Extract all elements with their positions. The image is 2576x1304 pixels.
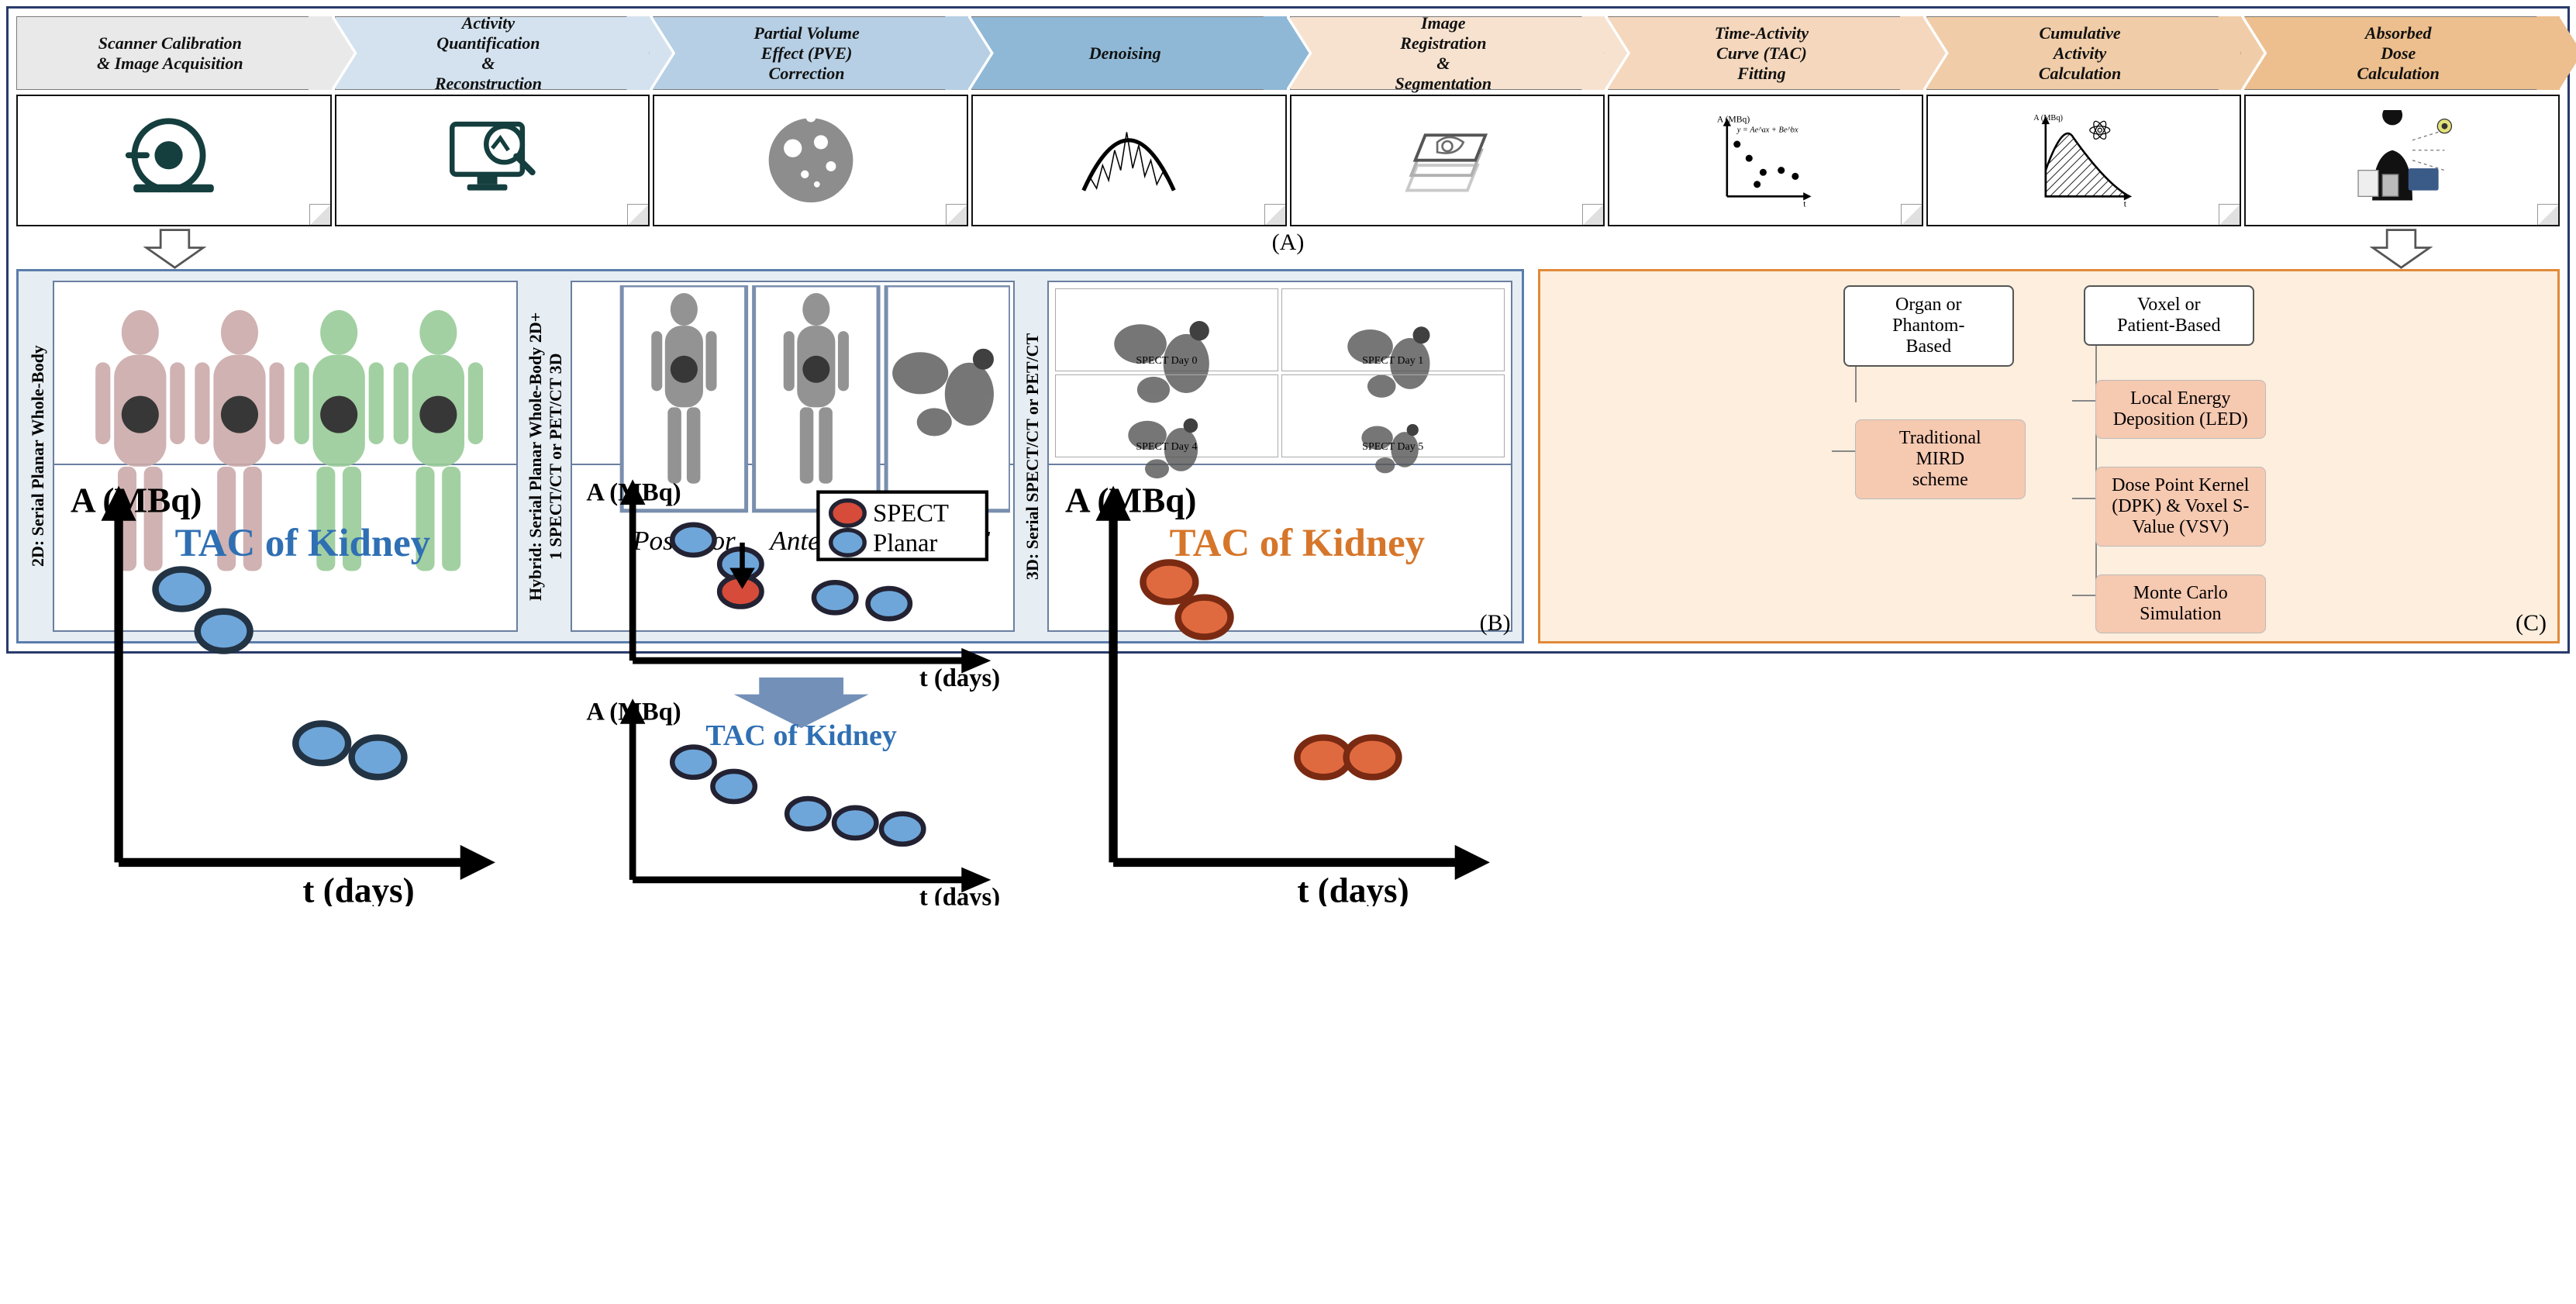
svg-text:y = Ae^ax + Be^bx: y = Ae^ax + Be^bx	[1736, 126, 1798, 135]
panelB-subpanel-1: Posterior Anterior SPECT SPEC	[571, 281, 1016, 632]
svg-text:t: t	[2124, 199, 2127, 209]
panelB-col-label-0: 2D: Serial Planar Whole-Body	[28, 281, 48, 632]
chevron-step-8: Absorbed Dose Calculation	[2244, 16, 2560, 90]
icon-scanner	[16, 95, 332, 226]
spect-cell-3: SPECT Day 5	[1281, 374, 1505, 457]
svg-text:Planar: Planar	[873, 530, 937, 557]
workflow-icon-row: A (MBq) t y = Ae^ax + Be^bx A (MBq) t	[16, 95, 2560, 226]
panelB-col-label-2: 3D: Serial SPECT/CT or PET/CT	[1022, 281, 1043, 632]
svg-text:SPECT: SPECT	[873, 500, 949, 528]
node-organ-based: Organ or Phantom- Based	[1843, 285, 2014, 367]
svg-text:t (days): t (days)	[302, 871, 414, 906]
node-left-child-0: Traditional MIRD scheme	[1855, 419, 2026, 499]
chevron-step-3: Partial Volume Effect (PVE) Correction	[653, 16, 968, 90]
arrow-to-B	[16, 226, 333, 269]
svg-text:TAC of Kidney: TAC of Kidney	[705, 719, 897, 752]
chevron-step-7: Cumulative Activity Calculation	[1926, 16, 2242, 90]
label-B: (B)	[1480, 610, 1511, 636]
svg-text:t (days): t (days)	[919, 664, 999, 692]
spect-cell-2: SPECT Day 4	[1055, 374, 1278, 457]
icon-pve	[653, 95, 968, 226]
svg-text:TAC of Kidney: TAC of Kidney	[175, 521, 430, 564]
workflow-chevron-row: Scanner Calibration & Image AcquisitionA…	[16, 16, 2560, 90]
svg-text:A (MBq): A (MBq)	[1065, 481, 1196, 520]
figure-frame: Scanner Calibration & Image AcquisitionA…	[6, 6, 2570, 654]
chevron-step-2: Activity Quantification & Reconstruction	[335, 16, 650, 90]
chevron-step-6: Time-Activity Curve (TAC) Fitting	[1608, 16, 1923, 90]
tree-left: Organ or Phantom- Based Traditional MIRD…	[1832, 285, 2026, 633]
arrow-to-C	[2243, 226, 2560, 269]
svg-text:t (days): t (days)	[919, 884, 999, 906]
panel-B: 2D: Serial Planar Whole-Body A (MBq)	[16, 269, 1524, 643]
spect-cell-1: SPECT Day 1	[1281, 288, 1505, 371]
icon-quantification	[335, 95, 650, 226]
chevron-step-4: Denoising	[971, 16, 1287, 90]
svg-text:t: t	[1804, 199, 1807, 209]
svg-text:A (MBq): A (MBq)	[71, 481, 202, 520]
icon-absorbed-dose	[2244, 95, 2560, 226]
spect-cell-0: SPECT Day 0	[1055, 288, 1278, 371]
panel-C: Organ or Phantom- Based Traditional MIRD…	[1538, 269, 2560, 643]
svg-text:TAC of Kidney: TAC of Kidney	[1170, 521, 1425, 564]
svg-text:A (MBq): A (MBq)	[1717, 115, 1750, 125]
svg-text:A (MBq): A (MBq)	[586, 698, 681, 726]
panelB-subpanel-2: SPECT Day 0 SPECT Day 1 SPECT Day 4 SPEC…	[1047, 281, 1512, 632]
svg-text:A (MBq): A (MBq)	[2033, 114, 2063, 122]
panelB-col-label-1: Hybrid: Serial Planar Whole-Body 2D+ 1 S…	[526, 281, 566, 632]
svg-text:t (days): t (days)	[1297, 871, 1409, 906]
icon-tac-fitting: A (MBq) t y = Ae^ax + Be^bx	[1608, 95, 1923, 226]
icon-cumulative: A (MBq) t	[1926, 95, 2242, 226]
panelB-subpanel-0: A (MBq) t (days) TAC of Kidney	[53, 281, 518, 632]
svg-text:A (MBq): A (MBq)	[586, 479, 681, 507]
chevron-step-1: Scanner Calibration & Image Acquisition	[16, 16, 332, 90]
label-C: (C)	[2516, 610, 2547, 636]
node-right-child-2: Monte Carlo Simulation	[2095, 574, 2266, 633]
icon-denoising	[971, 95, 1287, 226]
icon-registration	[1290, 95, 1605, 226]
node-right-child-1: Dose Point Kernel (DPK) & Voxel S- Value…	[2095, 467, 2266, 547]
node-right-child-0: Local Energy Deposition (LED)	[2095, 380, 2266, 439]
label-A: (A)	[336, 229, 2240, 256]
node-voxel-based: Voxel or Patient-Based	[2084, 285, 2254, 346]
chevron-step-5: Image Registration & Segmentation	[1290, 16, 1605, 90]
tree-right: Voxel or Patient-Based Local Energy Depo…	[2072, 285, 2266, 633]
